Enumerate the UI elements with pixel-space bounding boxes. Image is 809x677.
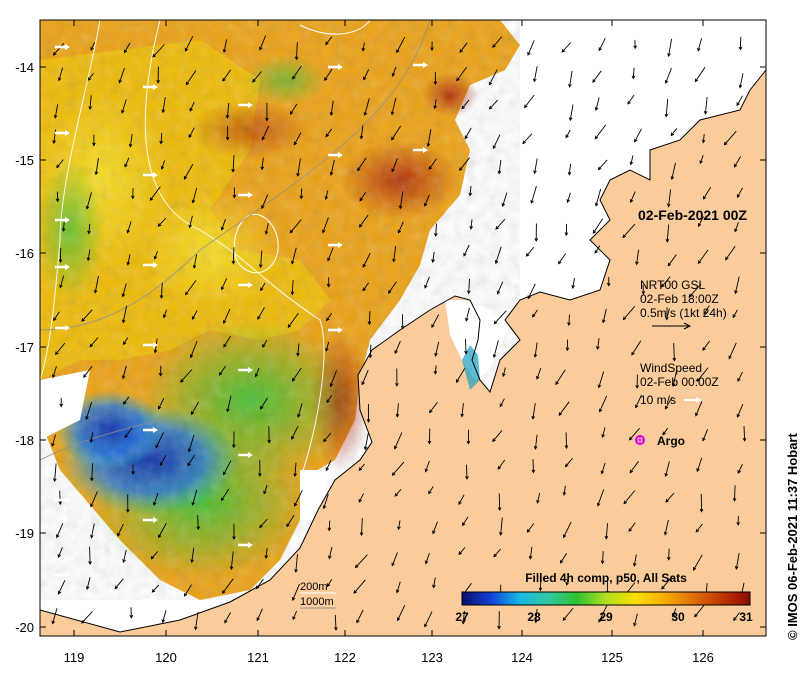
wind-legend-time: 02-Feb 00:00Z <box>640 375 719 389</box>
current-vector <box>735 485 736 501</box>
y-tick-label: -20 <box>15 620 34 635</box>
x-axis-labels: 119 120 121 122 123 124 125 126 <box>64 650 714 665</box>
y-tick-label: -15 <box>15 153 34 168</box>
depth-label-1000m: 1000m <box>300 596 334 608</box>
current-vector <box>466 339 467 354</box>
imos-credit: © IMOS 06-Feb-2021 11:37 Hobart <box>785 433 800 640</box>
current-legend-model: NRT00 GSL <box>640 278 705 292</box>
x-tick-label: 122 <box>334 650 356 665</box>
colorbar-title: Filled 4h comp, p50, All Sats <box>525 571 687 585</box>
x-tick-label: 125 <box>601 650 623 665</box>
current-legend-scale: 0.5m/s (1kt 24h) <box>640 306 727 320</box>
wind-legend-title: WindSpeed <box>640 361 702 375</box>
plot-area <box>30 20 766 636</box>
current-vector <box>60 491 61 504</box>
depth-label-200m: 200m <box>300 581 328 593</box>
x-tick-label: 120 <box>155 650 177 665</box>
current-vector <box>499 493 500 510</box>
y-tick-label: -18 <box>15 433 34 448</box>
current-legend-time: 02-Feb 18:00Z <box>640 292 719 306</box>
colorbar-tick-label: 30 <box>671 610 685 624</box>
current-vector <box>744 426 745 441</box>
colorbar-tick-label: 29 <box>599 610 613 624</box>
wind-legend-scale: 10 m/s <box>640 393 676 407</box>
y-axis-labels: -14 -15 -16 -17 -18 -19 -20 <box>15 60 34 635</box>
colorbar-tick-label: 31 <box>739 610 753 624</box>
x-tick-label: 126 <box>692 650 714 665</box>
current-vector <box>369 311 370 324</box>
current-vector <box>198 515 199 529</box>
y-tick-label: -16 <box>15 246 34 261</box>
y-tick-label: -19 <box>15 526 34 541</box>
argo-label: Argo <box>657 434 685 448</box>
colorbar-tick-label: 28 <box>527 610 541 624</box>
current-vector <box>90 547 91 564</box>
current-vector <box>467 465 468 479</box>
colorbar-gradient <box>462 592 750 605</box>
x-tick-label: 119 <box>64 650 85 665</box>
x-tick-label: 123 <box>421 650 443 665</box>
x-tick-label: 124 <box>511 650 533 665</box>
y-tick-label: -14 <box>15 60 34 75</box>
y-tick-label: -17 <box>15 340 34 355</box>
colorbar-tick-label: 27 <box>455 610 469 624</box>
x-tick-label: 121 <box>247 650 269 665</box>
date-title: 02-Feb-2021 00Z <box>638 207 747 223</box>
